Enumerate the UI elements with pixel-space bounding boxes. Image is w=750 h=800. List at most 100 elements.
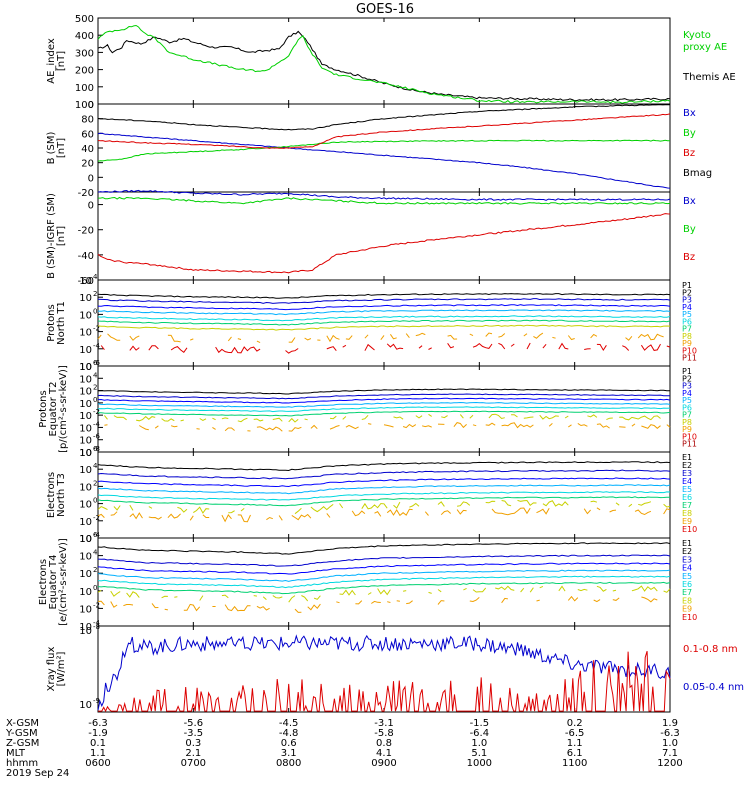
y-axis-label-line: [nT] <box>56 138 67 158</box>
channel-line-P8 <box>383 424 394 428</box>
y-tick-exponent: -8 <box>93 445 100 453</box>
channel-line-E8 <box>437 600 445 605</box>
channel-line-E8 <box>291 513 312 521</box>
channel-line-E8 <box>266 516 273 521</box>
channel-line-P8 <box>472 424 477 427</box>
coord-value: 1.0 <box>471 738 487 749</box>
channel-line-P7 <box>361 414 369 420</box>
legend-label: proxy AE <box>683 42 727 53</box>
channel-line-E7 <box>577 588 588 592</box>
channel-line-E7 <box>339 503 344 509</box>
y-tick-exponent: 4 <box>93 371 98 379</box>
channel-line-E8 <box>110 511 118 516</box>
y-tick-exponent: 2 <box>93 479 97 487</box>
channel-line-E2 <box>97 469 671 480</box>
channel-label: P10 <box>682 346 697 355</box>
channel-label: P5 <box>682 310 692 319</box>
channel-line-P8 <box>329 425 340 430</box>
channel-line-E7 <box>97 590 102 593</box>
y-tick-label: 10 <box>79 626 92 637</box>
channel-line-P7 <box>469 414 474 419</box>
panel-frame <box>97 365 671 453</box>
coord-value: 0.1 <box>90 738 106 749</box>
y-tick-label: 100 <box>75 100 94 111</box>
channel-line-E8 <box>406 600 413 605</box>
y-tick-exponent: -4 <box>93 420 101 428</box>
channel-line-E8 <box>612 597 620 601</box>
y-tick-label: 500 <box>75 14 94 25</box>
channel-label: E8 <box>682 596 692 605</box>
channel-line-P3 <box>97 397 671 404</box>
channel-line-E7 <box>110 590 121 597</box>
channel-line-P7 <box>587 414 598 418</box>
channel-line-P9 <box>472 342 493 349</box>
channel-line-P8 <box>154 425 159 429</box>
channel-line-P7 <box>606 417 613 421</box>
channel-label: E6 <box>682 493 692 502</box>
channel-line-P7 <box>272 417 283 422</box>
channel-line-P8 <box>170 425 178 428</box>
coord-value: -6.3 <box>660 728 680 739</box>
y-tick-label: 100 <box>75 83 94 94</box>
channel-line-E8 <box>491 507 531 516</box>
channel-label: P11 <box>682 354 697 363</box>
y-tick-exponent: 6 <box>93 445 98 453</box>
channel-line-P7 <box>564 415 569 419</box>
coord-value: 1.1 <box>567 738 583 749</box>
channel-line-E7 <box>113 505 121 511</box>
coord-value: 0600 <box>85 758 110 769</box>
channel-line-E8 <box>294 608 302 613</box>
channel-line-E7 <box>628 503 633 508</box>
coord-value: 1000 <box>467 758 492 769</box>
series-line-Bz <box>97 113 671 149</box>
channel-line-E7 <box>313 595 321 600</box>
legend-label: Bz <box>683 148 695 159</box>
channel-line-P1 <box>97 293 671 299</box>
channel-line-P8 <box>590 333 598 339</box>
legend-label: 0.05-0.4 nm <box>683 682 744 693</box>
channel-line-P8 <box>367 423 372 425</box>
channel-label: P10 <box>682 432 697 441</box>
channel-line-E7 <box>615 502 620 506</box>
y-tick-label: 10 <box>79 436 92 447</box>
y-axis-label: B (SM)[nT] <box>46 131 67 164</box>
channel-line-E7 <box>177 506 188 513</box>
y-axis-label-line: Protons <box>38 390 49 427</box>
channel-line-E8 <box>183 603 201 612</box>
y-tick-exponent: 0 <box>93 584 97 592</box>
channel-line-P9 <box>326 346 337 352</box>
channel-line-P8 <box>501 422 534 429</box>
coord-value: 1.9 <box>662 718 678 729</box>
channel-line-E7 <box>542 500 569 507</box>
y-tick-label: 80 <box>81 115 94 126</box>
channel-line-P7 <box>104 415 108 420</box>
channel-line-E5 <box>97 575 671 589</box>
series-line-By <box>98 196 671 205</box>
y-tick-label: 0 <box>88 173 94 184</box>
y-tick-label: 10 <box>79 465 92 476</box>
channel-line-P8 <box>552 336 556 339</box>
channel-line-E8 <box>371 600 381 604</box>
channel-line-E7 <box>558 585 566 592</box>
channel-line-E7 <box>428 591 432 594</box>
channel-line-P8 <box>212 426 216 430</box>
channel-line-P8 <box>469 333 474 337</box>
channel-line-E8 <box>164 608 169 611</box>
channel-line-E8 <box>536 507 550 515</box>
channel-line-E2 <box>97 554 671 567</box>
channel-line-P8 <box>625 335 633 341</box>
y-tick-label: 0 <box>88 201 94 212</box>
channel-line-P7 <box>523 416 534 419</box>
channel-line-E7 <box>437 589 442 593</box>
y-tick-label: 10 <box>79 622 92 633</box>
panel-frame <box>97 17 671 105</box>
channel-line-E8 <box>189 515 194 521</box>
y-axis-label: ProtonsEquator T2[p/(cm²-s-sr-keV)] <box>38 365 69 453</box>
channel-line-P8 <box>389 334 397 340</box>
channel-line-P4 <box>97 401 671 408</box>
channel-line-E8 <box>129 512 143 520</box>
channel-line-E8 <box>396 600 400 602</box>
channel-line-E7 <box>301 595 309 602</box>
y-tick-label: 10 <box>79 328 92 339</box>
